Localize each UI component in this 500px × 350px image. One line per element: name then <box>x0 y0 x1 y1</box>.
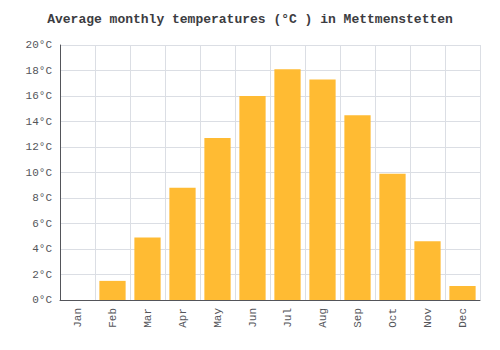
svg-text:12°C: 12°C <box>26 141 53 153</box>
svg-text:Jan: Jan <box>72 308 84 328</box>
svg-text:20°C: 20°C <box>26 39 53 51</box>
svg-text:May: May <box>212 308 224 328</box>
svg-text:18°C: 18°C <box>26 65 53 77</box>
svg-text:0°C: 0°C <box>32 294 52 306</box>
svg-text:8°C: 8°C <box>32 192 52 204</box>
svg-text:Sep: Sep <box>352 308 364 328</box>
svg-text:Dec: Dec <box>457 308 469 328</box>
svg-text:Oct: Oct <box>387 308 399 328</box>
svg-text:Jun: Jun <box>247 308 259 328</box>
svg-text:Apr: Apr <box>177 308 189 328</box>
svg-text:Aug: Aug <box>317 308 329 328</box>
svg-text:10°C: 10°C <box>26 167 53 179</box>
svg-text:Jul: Jul <box>282 308 294 328</box>
svg-text:Nov: Nov <box>422 308 434 328</box>
svg-text:Feb: Feb <box>107 308 119 328</box>
svg-text:Mar: Mar <box>142 308 154 328</box>
svg-text:Average monthly temperatures (: Average monthly temperatures (°C ) in Me… <box>47 12 453 27</box>
svg-text:16°C: 16°C <box>26 90 53 102</box>
svg-text:2°C: 2°C <box>32 269 52 281</box>
svg-text:14°C: 14°C <box>26 116 53 128</box>
svg-text:4°C: 4°C <box>32 243 52 255</box>
svg-text:6°C: 6°C <box>32 218 52 230</box>
